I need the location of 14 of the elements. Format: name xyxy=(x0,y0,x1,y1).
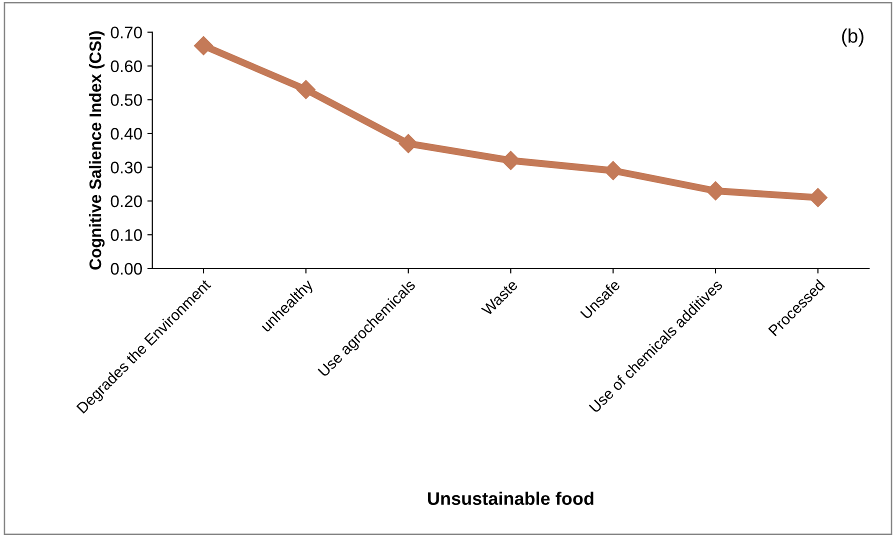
y-tick-label: 0.70 xyxy=(110,26,142,38)
point xyxy=(194,36,214,56)
y-tick-label: 0.50 xyxy=(110,94,142,106)
y-tick-label: 0.60 xyxy=(110,60,142,72)
x-axis-title: Unsustainable food xyxy=(428,492,594,505)
point xyxy=(398,134,418,154)
y-tick-label: 0.30 xyxy=(110,162,142,174)
y-tick-label: 0.00 xyxy=(110,262,142,275)
y-tick-label: 0.20 xyxy=(110,195,142,208)
point xyxy=(296,80,316,100)
y-tick-label: 0.10 xyxy=(110,229,142,241)
y-axis-title: Cognitive Salience Index (CSI) xyxy=(89,31,105,270)
y-tick-label: 0.40 xyxy=(110,128,142,140)
annotation: (b) xyxy=(842,28,864,47)
